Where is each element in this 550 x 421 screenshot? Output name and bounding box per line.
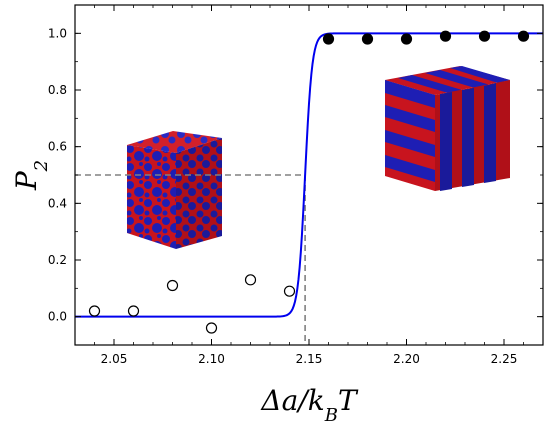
filled-point-3 bbox=[439, 30, 452, 42]
y-tick-label-1: 0.2 bbox=[48, 253, 67, 267]
open-point-3 bbox=[205, 322, 218, 334]
filled-point-4 bbox=[478, 30, 491, 42]
open-point-4 bbox=[244, 274, 257, 286]
x-tick-label-2: 2.15 bbox=[296, 352, 323, 366]
y-tick-label-5: 1.0 bbox=[48, 26, 67, 40]
disordered-morphology-cube bbox=[127, 131, 222, 249]
open-point-2 bbox=[166, 279, 179, 292]
open-point-5 bbox=[283, 285, 296, 297]
filled-point-0 bbox=[322, 33, 335, 45]
open-point-0 bbox=[88, 305, 101, 317]
x-tick-label-1: 2.10 bbox=[198, 352, 225, 366]
y-tick-label-2: 0.4 bbox=[48, 196, 67, 210]
filled-point-5 bbox=[517, 30, 530, 42]
x-tick-label-3: 2.20 bbox=[393, 352, 420, 366]
x-tick-label-4: 2.25 bbox=[491, 352, 518, 366]
x-tick-label-0: 2.05 bbox=[101, 352, 128, 366]
lamellar-morphology-cube bbox=[385, 66, 510, 191]
y-tick-label-3: 0.6 bbox=[48, 140, 67, 154]
filled-point-2 bbox=[400, 33, 413, 45]
filled-point-1 bbox=[361, 33, 374, 45]
y-axis-label: P2 bbox=[10, 160, 52, 191]
y-tick-label-4: 0.8 bbox=[48, 83, 67, 97]
x-axis-label: Δa/kBT bbox=[260, 384, 359, 421]
open-point-1 bbox=[127, 305, 140, 317]
fit-curve bbox=[75, 32, 543, 318]
y-tick-label-0: 0.0 bbox=[48, 310, 67, 324]
